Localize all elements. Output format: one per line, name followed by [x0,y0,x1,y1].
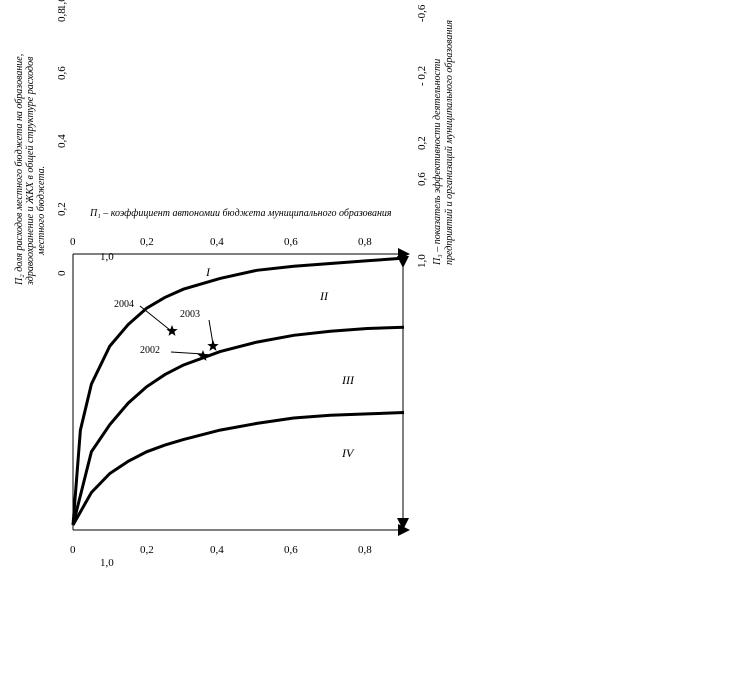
bottom-axis-arrow [398,524,410,536]
right-tick-label: 0,2 [416,136,428,150]
year-point-star [166,325,178,336]
year-point-star [197,350,209,361]
points: 2004 2003 2002 [114,299,219,361]
left-axis-label: П₂ доля расходов местного бюджета на обр… [14,54,47,286]
svg-text:предприятий и организаций муни: предприятий и организаций муниципального… [444,20,455,265]
zone-label-ii: II [319,289,329,303]
bottom-tick-labels: 0 0,2 0,4 0,6 0,8 1,0 [70,544,372,569]
left-tick-label: 0,2 [56,202,68,216]
top-tick-label: 0 [70,236,76,248]
svg-text:П₂ доля расходов местного бюдж: П₂ доля расходов местного бюджета на обр… [14,54,25,286]
top-tick-label: 0,2 [140,236,154,248]
year-point-label: 2004 [114,299,134,310]
left-tick-label: 0,6 [56,66,68,80]
top-tick-labels: 0 0,2 0,4 0,6 0,8 1,0 [70,236,372,263]
bottom-tick-label: 0,6 [284,544,298,556]
year-point-label: 2002 [140,345,160,356]
top-tick-label: 0,4 [210,236,224,248]
bottom-tick-label: 0,2 [140,544,154,556]
left-tick-label: 0,8 [56,8,68,22]
year-leaders [139,305,214,355]
curves [71,256,405,526]
boundary-curve-1 [71,256,405,526]
zone-label-iii: III [341,373,355,387]
right-tick-label: 0,6 [416,172,428,186]
left-tick-label: 0,4 [56,134,68,148]
year-point-star [207,340,219,351]
right-rotated-tick-labels: 1,0 0,6 0,2 - 0,2 -0,6 [416,4,428,268]
zone-label-i: I [205,265,211,279]
top-tick-label: 0,8 [358,236,372,248]
left-rotated-tick-labels: 0 0,2 0,4 0,6 0,81,0 [56,0,68,276]
svg-text:здравоохранение и ЖКХ в общей: здравоохранение и ЖКХ в общей структуре … [25,56,36,286]
bottom-tick-label: 0,4 [210,544,224,556]
bottom-tick-label: 1,0 [100,557,114,569]
right-axis-label: П₃ – показатель эффективности деятельнос… [432,20,455,266]
right-axis-arrow [397,518,409,530]
right-tick-label: - 0,2 [416,66,428,86]
axes [72,253,404,531]
left-tick-label: 1,0 [56,0,68,10]
boundary-curve-3 [71,411,405,526]
top-tick-label: 1,0 [100,251,114,263]
top-axis-label: П₁ – коэффициент автономии бюджета муниц… [89,208,392,219]
right-tick-label: 1,0 [416,254,428,268]
left-tick-label: 0 [56,270,68,276]
top-tick-label: 0,6 [284,236,298,248]
bottom-tick-label: 0,8 [358,544,372,556]
right-tick-label: -0,6 [416,4,428,22]
svg-text:местного бюджета.: местного бюджета. [36,166,47,256]
svg-text:П₃ – показатель эффективности: П₃ – показатель эффективности деятельнос… [432,59,443,266]
year-point-label: 2003 [180,309,200,320]
zone-label-iv: IV [341,446,355,460]
bottom-tick-label: 0 [70,544,76,556]
boundary-curve-2 [71,325,405,526]
